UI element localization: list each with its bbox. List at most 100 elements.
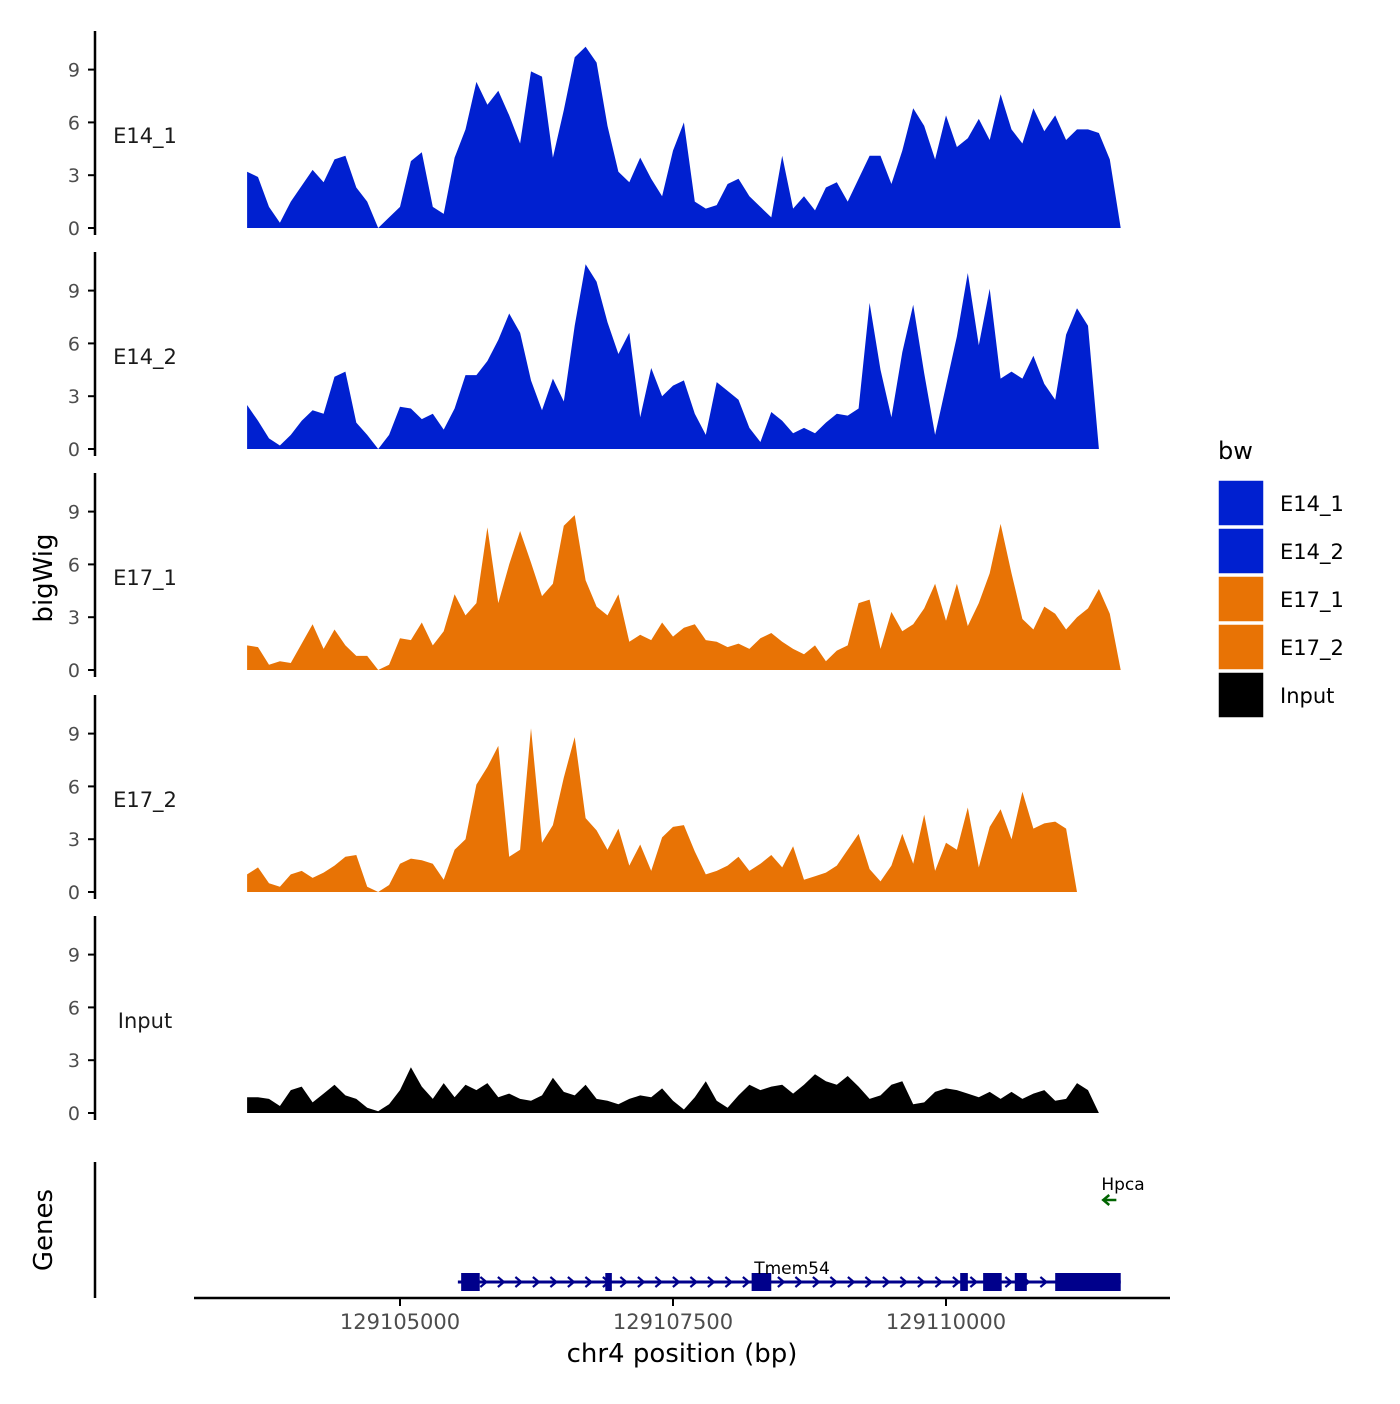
y-tick-label: 3 [68, 1050, 80, 1072]
track-e17-2: 0 3 6 9 E17_2 [68, 695, 1121, 904]
y-tick-label: 3 [68, 607, 80, 629]
legend-swatch [1217, 479, 1265, 527]
strand-arrow [882, 1276, 891, 1288]
y-axis-title: bigWig [29, 533, 59, 622]
strand-arrow [567, 1276, 576, 1288]
y-tick-label: 0 [68, 1103, 80, 1125]
track-name-label: E17_1 [113, 566, 177, 591]
x-tick-label: 129105000 [340, 1310, 460, 1334]
gene-exon [960, 1273, 968, 1291]
gene-exon [1014, 1273, 1027, 1291]
legend-entry: E14_1 [1217, 479, 1344, 527]
legend-entry: E17_2 [1217, 623, 1344, 671]
gene-label: Hpca [1101, 1175, 1144, 1195]
strand-arrow [742, 1276, 751, 1288]
gene-tmem54: Tmem54 [457, 1259, 1121, 1291]
strand-arrow [654, 1276, 664, 1288]
y-tick-label: 6 [68, 997, 80, 1019]
strand-arrow [497, 1276, 506, 1288]
legend-swatch [1217, 623, 1265, 671]
legend-label: E17_1 [1280, 588, 1344, 613]
y-tick-label: 3 [68, 829, 80, 851]
strand-arrow [532, 1276, 541, 1288]
strand-arrow [812, 1276, 821, 1288]
coverage-area-input [247, 1067, 1121, 1113]
strand-arrow [847, 1276, 856, 1288]
strand-arrow [864, 1276, 874, 1288]
track-e17-1: 0 3 6 9 E17_1 [68, 473, 1121, 682]
coverage-area-e14-1 [247, 46, 1121, 229]
y-tick-label: 3 [68, 165, 80, 187]
legend-entries: E14_1 E14_2 E17_1 E17_2 Input [1217, 479, 1344, 719]
legend-entry: E14_2 [1217, 527, 1344, 575]
gene-exon [461, 1273, 480, 1291]
gene-label: Tmem54 [753, 1259, 830, 1279]
y-tick-label: 9 [68, 945, 80, 967]
y-tick-label: 9 [68, 724, 80, 746]
track-name-label: E17_2 [113, 788, 177, 813]
gene-exon [983, 1273, 1002, 1291]
y-tick-label: 6 [68, 333, 80, 355]
strand-arrow [1004, 1276, 1014, 1288]
strand-arrow [549, 1276, 559, 1288]
coverage-area-e14-2 [247, 264, 1121, 449]
x-tick-label: 129110000 [886, 1310, 1006, 1334]
gene-exon [751, 1273, 772, 1291]
legend-swatch [1217, 575, 1265, 623]
y-tick-label: 9 [68, 502, 80, 524]
y-tick-label: 0 [68, 218, 80, 240]
strand-arrow [637, 1276, 646, 1288]
strand-arrow [829, 1276, 839, 1288]
gene-exon [605, 1273, 612, 1291]
track-e14-1: 0 3 6 9 E14_1 [68, 31, 1121, 240]
legend-entry: Input [1217, 671, 1334, 719]
strand-arrow [514, 1276, 524, 1288]
legend-swatch [1217, 671, 1265, 719]
legend-entry: E17_1 [1217, 575, 1344, 623]
gene-marks: Tmem54 Hpca [457, 1175, 1145, 1291]
y-tick-label: 6 [68, 554, 80, 576]
legend-label: E14_2 [1280, 540, 1344, 565]
strand-arrow [934, 1276, 944, 1288]
legend-swatch [1217, 527, 1265, 575]
track-name-label: E14_1 [113, 124, 177, 149]
strand-arrow [899, 1276, 909, 1288]
legend-label: E17_2 [1280, 636, 1344, 661]
coverage-area-e17-2 [247, 728, 1121, 892]
y-tick-label: 6 [68, 112, 80, 134]
y-tick-label: 0 [68, 882, 80, 904]
gene-hpca: Hpca [1101, 1175, 1145, 1206]
track-e14-2: 0 3 6 9 E14_2 [68, 252, 1121, 461]
strand-arrow [619, 1276, 629, 1288]
x-axis: 129105000 129107500 129110000 chr4 positio… [194, 1296, 1170, 1369]
gene-exon [1055, 1273, 1121, 1291]
y-tick-label: 6 [68, 776, 80, 798]
y-tick-label: 9 [68, 281, 80, 303]
track-name-label: Input [118, 1009, 172, 1033]
legend: bw E14_1 E14_2 E17_1 E17_2 Input [1217, 437, 1344, 719]
y-tick-label: 0 [68, 660, 80, 682]
legend-title: bw [1218, 437, 1253, 465]
coverage-tracks: 0 3 6 9 E14_1 0 3 6 9 E14_2 0 3 6 9 E17_1 0 3 6 9 E17_2 0 3 6 9… [68, 31, 1121, 1125]
track-input: 0 3 6 9 Input [68, 916, 1121, 1125]
legend-label: E14_1 [1280, 492, 1344, 517]
strand-arrow [479, 1276, 489, 1288]
strand-arrow [689, 1276, 699, 1288]
strand-arrow [707, 1276, 716, 1288]
strand-arrow [952, 1276, 961, 1288]
x-ticks: 129105000 129107500 129110000 [340, 1298, 1006, 1334]
strand-arrow [1039, 1276, 1049, 1288]
genes-panel: Genes Tmem54 Hpca [29, 1162, 1145, 1298]
y-tick-label: 0 [68, 439, 80, 461]
strand-arrow [584, 1276, 594, 1288]
strand-arrow [672, 1276, 681, 1288]
genes-track-label: Genes [29, 1189, 59, 1271]
strand-arrow [794, 1276, 804, 1288]
legend-label: Input [1280, 684, 1334, 708]
y-tick-label: 3 [68, 386, 80, 408]
strand-arrow [724, 1276, 734, 1288]
strand-arrow [969, 1276, 979, 1288]
strand-arrow [917, 1276, 926, 1288]
x-axis-title: chr4 position (bp) [567, 1339, 798, 1369]
strand-arrow [777, 1276, 786, 1288]
